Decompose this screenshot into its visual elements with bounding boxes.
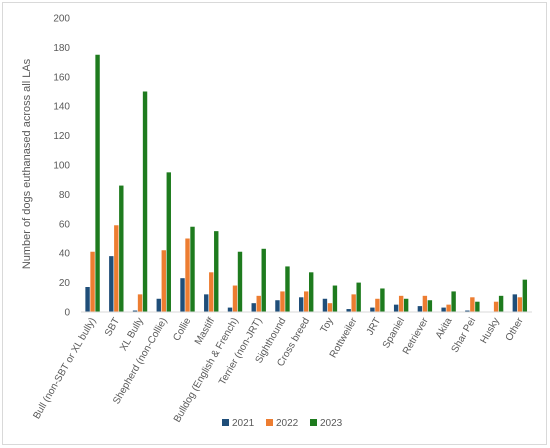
bar-2021 [156,298,161,312]
y-tick-label: 100 [53,161,70,172]
bar-2023 [214,231,219,312]
y-axis-title: Number of dogs euthanased across all LAs [21,58,33,269]
bar-2023 [237,251,243,312]
bar-2021 [370,307,375,312]
bar-2021 [322,298,328,312]
bar-2022 [375,298,380,312]
bar-2022 [90,251,95,312]
bar-2021 [275,300,280,312]
bar-2022 [422,295,428,312]
bar-2021 [204,294,209,312]
bar-2022 [493,301,499,312]
bar-2021 [393,304,399,312]
legend-swatch-2023 [310,419,317,426]
bar-2023 [190,226,195,312]
bar-2022 [398,295,404,312]
bar-2023 [261,248,266,312]
bar-2022 [327,303,333,312]
x-tick-label: Spaniel [381,316,407,350]
bar-2022 [517,297,523,312]
y-tick-label: 80 [59,190,71,201]
bar-2023 [332,285,338,312]
bar-2021 [251,303,256,312]
y-axis-ticks: 0 20 40 60 80 100 120 140 160 180 200 [53,14,70,319]
legend-swatch-2022 [266,419,273,426]
y-tick-label: 140 [53,102,70,113]
y-tick-label: 40 [59,249,71,260]
x-tick-label: SBT [103,316,122,338]
bar-2021 [512,294,518,312]
legend-swatch-2021 [222,419,229,426]
bar-2022 [351,294,356,312]
x-tick-label: Husky [479,316,502,346]
legend-label: 2021 [232,418,255,429]
bars-group [85,54,528,312]
bar-2022 [232,285,238,312]
bar-2022 [137,294,143,312]
bar-2022 [446,304,451,312]
x-tick-label: Toy [319,316,336,335]
bar-2022 [304,291,309,312]
x-tick-label: Other [504,315,526,343]
legend-label: 2022 [276,418,299,429]
bar-2022 [114,225,119,312]
y-tick-label: 20 [59,278,71,289]
bar-2023 [475,301,480,312]
bar-2023 [119,185,124,312]
y-tick-label: 0 [64,308,70,319]
x-tick-label: Bull (non-SBT or XL bully) [31,316,98,421]
bar-2023 [403,298,409,312]
y-tick-label: 160 [53,72,70,83]
bar-2023 [285,266,290,312]
bar-2021 [346,309,351,312]
bar-2021 [441,307,446,312]
bar-2023 [451,291,456,312]
bar-2022 [185,238,190,312]
y-tick-label: 200 [53,14,70,25]
bar-2021 [227,307,233,312]
bar-2021 [417,306,423,312]
bar-2023 [522,279,528,312]
bar-2022 [256,295,261,312]
bar-2023 [356,282,361,312]
y-tick-label: 120 [53,131,70,142]
bar-2022 [209,272,214,312]
bar-2021 [85,287,90,312]
bar-2021 [109,256,114,312]
bar-2023 [166,172,171,312]
x-tick-label: Akita [434,316,455,341]
bar-2023 [95,54,100,312]
y-tick-label: 180 [53,43,70,54]
legend-label: 2023 [320,418,343,429]
bar-2021 [132,310,138,312]
x-tick-label: JRT [365,316,384,337]
bar-2022 [470,297,475,312]
bar-2021 [180,278,185,312]
bar-2023 [142,91,148,312]
bar-2023 [427,300,433,312]
x-tick-label: Collie [171,316,193,344]
bar-2023 [309,272,314,312]
bar-2022 [280,291,285,312]
bar-2023 [380,288,385,312]
legend: 2021 2022 2023 [222,418,343,429]
bar-2023 [498,295,504,312]
bar-2022 [161,250,166,312]
bar-2021 [465,310,470,312]
x-tick-label: Mastiff [193,316,217,347]
y-tick-label: 60 [59,219,71,230]
bar-2021 [299,297,304,312]
chart-frame [2,2,547,445]
